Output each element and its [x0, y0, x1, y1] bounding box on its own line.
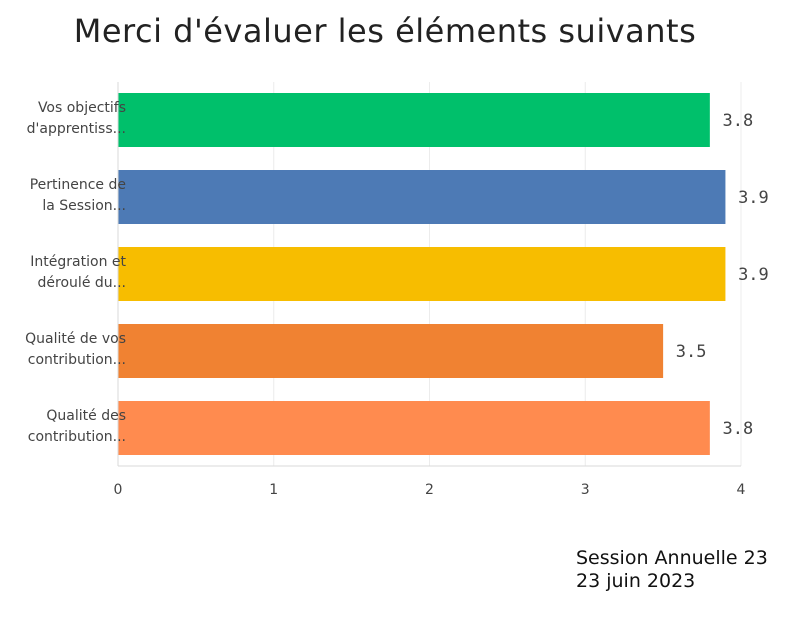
category-label: Intégration et — [30, 254, 126, 270]
bar — [118, 247, 726, 301]
category-label: contribution... — [28, 429, 126, 445]
x-tick-label: 2 — [425, 482, 434, 498]
value-label: 3.9 — [738, 188, 769, 208]
value-label: 3.8 — [722, 419, 753, 439]
bar — [118, 93, 710, 147]
bar — [118, 170, 726, 224]
category-label: d'apprentiss... — [27, 121, 126, 137]
chart-title: Merci d'évaluer les éléments suivants — [73, 12, 697, 50]
bar — [118, 401, 710, 455]
axes — [117, 82, 741, 467]
x-tick-label: 4 — [737, 482, 746, 498]
category-label: contribution... — [28, 352, 126, 368]
category-label: la Session... — [42, 198, 126, 214]
x-tick-label: 1 — [269, 482, 278, 498]
bars — [118, 93, 726, 455]
value-label: 3.5 — [676, 342, 707, 362]
category-label: Qualité des — [46, 408, 126, 424]
session-name: Session Annuelle 23 — [576, 547, 768, 569]
labels: 0 1 2 3 4 3.8 Vos objectifs d'apprentiss... 3.9 P… — [25, 100, 769, 498]
x-tick-label: 0 — [114, 482, 123, 498]
x-tick-label: 3 — [581, 482, 590, 498]
category-label: Vos objectifs — [38, 100, 126, 116]
bar — [118, 324, 664, 378]
value-label: 3.9 — [738, 265, 769, 285]
category-label: Pertinence de — [30, 177, 126, 193]
category-label: Qualité de vos — [25, 331, 126, 347]
session-date: 23 juin 2023 — [576, 570, 696, 592]
value-label: 3.8 — [722, 111, 753, 131]
category-label: déroulé du... — [38, 275, 126, 291]
